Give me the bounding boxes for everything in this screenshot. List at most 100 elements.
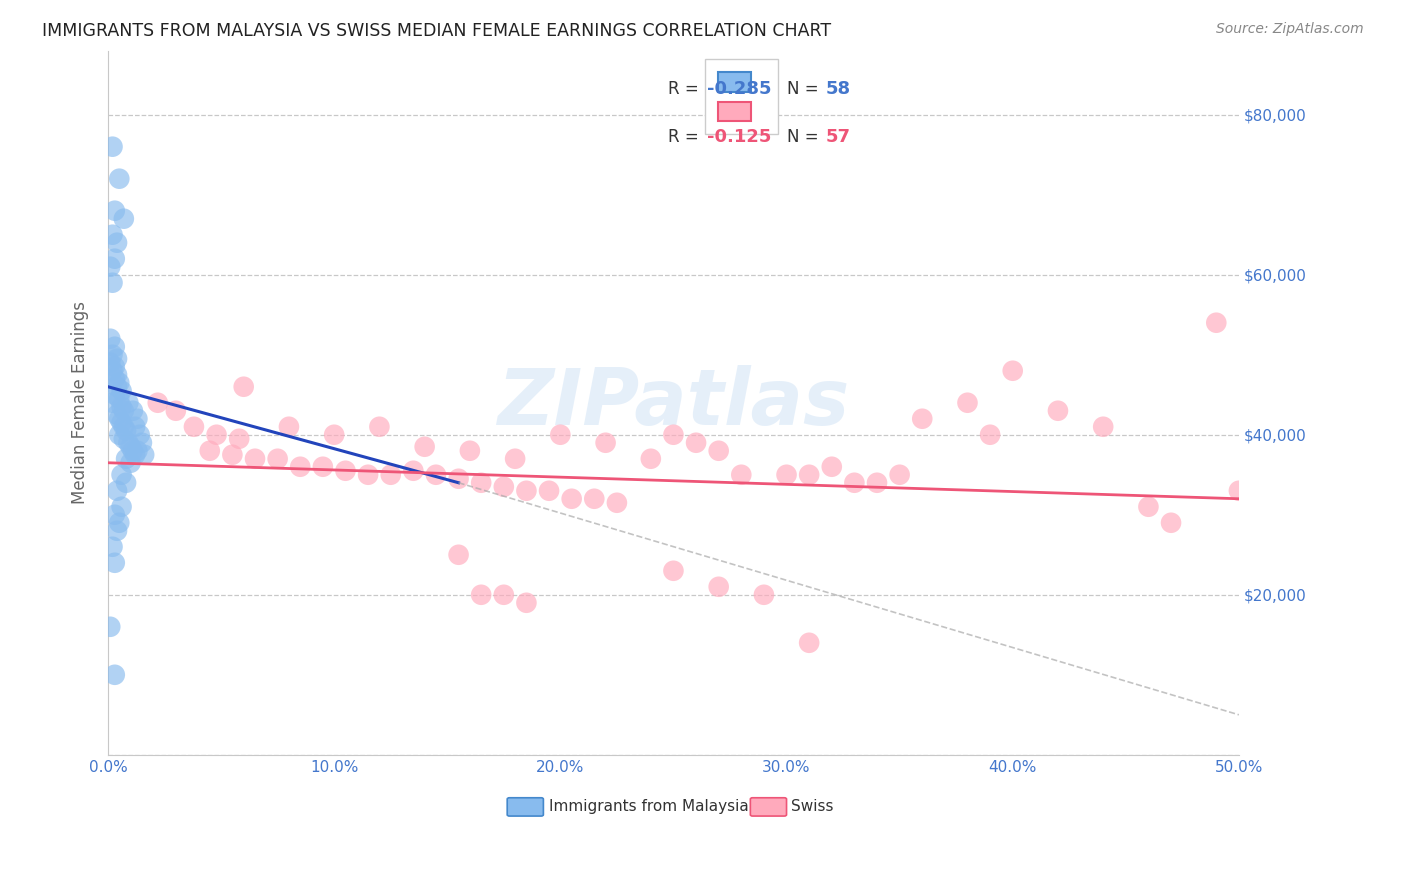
Point bbox=[821, 459, 844, 474]
Point bbox=[128, 427, 150, 442]
Point bbox=[866, 475, 889, 490]
Point bbox=[911, 411, 934, 425]
Point bbox=[775, 467, 797, 482]
Point bbox=[550, 427, 572, 442]
Point bbox=[492, 480, 515, 494]
Text: N =: N = bbox=[786, 128, 824, 146]
Point bbox=[112, 419, 135, 434]
Point bbox=[606, 496, 628, 510]
Point bbox=[131, 435, 153, 450]
FancyBboxPatch shape bbox=[508, 797, 543, 816]
Point bbox=[104, 203, 127, 218]
FancyBboxPatch shape bbox=[751, 797, 786, 816]
Point bbox=[561, 491, 583, 506]
Point bbox=[122, 443, 145, 458]
Point bbox=[458, 443, 481, 458]
Point bbox=[104, 667, 127, 681]
Point bbox=[101, 540, 124, 554]
Point bbox=[413, 440, 436, 454]
Point bbox=[112, 432, 135, 446]
Point bbox=[134, 448, 156, 462]
Text: Source: ZipAtlas.com: Source: ZipAtlas.com bbox=[1216, 22, 1364, 37]
Point bbox=[844, 475, 866, 490]
Point bbox=[105, 483, 128, 498]
Point bbox=[98, 356, 121, 370]
Point bbox=[357, 467, 380, 482]
Point bbox=[447, 472, 470, 486]
Point bbox=[105, 524, 128, 538]
Point bbox=[98, 332, 121, 346]
Text: R =: R = bbox=[668, 128, 704, 146]
Point bbox=[105, 408, 128, 422]
Point bbox=[115, 475, 138, 490]
Point bbox=[98, 260, 121, 274]
Point bbox=[243, 451, 266, 466]
Point bbox=[104, 252, 127, 266]
Point bbox=[110, 467, 132, 482]
Point bbox=[640, 451, 662, 466]
Point bbox=[1046, 403, 1069, 417]
Text: 57: 57 bbox=[827, 128, 851, 146]
Point bbox=[124, 448, 146, 462]
Point bbox=[105, 380, 128, 394]
Point bbox=[110, 416, 132, 430]
Point bbox=[183, 419, 205, 434]
Point bbox=[1160, 516, 1182, 530]
Point bbox=[127, 443, 149, 458]
Point bbox=[1001, 364, 1024, 378]
Point bbox=[108, 392, 131, 406]
Text: ZIPatlas: ZIPatlas bbox=[498, 365, 849, 441]
Point bbox=[104, 340, 127, 354]
Text: R =: R = bbox=[668, 80, 704, 98]
Point bbox=[122, 403, 145, 417]
Point bbox=[101, 348, 124, 362]
Point bbox=[146, 396, 169, 410]
Point bbox=[105, 235, 128, 250]
Point bbox=[232, 380, 254, 394]
Point bbox=[685, 435, 707, 450]
Text: 58: 58 bbox=[827, 80, 851, 98]
Point bbox=[117, 435, 139, 450]
Point bbox=[1137, 500, 1160, 514]
Point bbox=[101, 227, 124, 242]
Point bbox=[402, 464, 425, 478]
Point bbox=[104, 359, 127, 374]
Point bbox=[583, 491, 606, 506]
Text: Swiss: Swiss bbox=[792, 799, 834, 814]
Point bbox=[205, 427, 228, 442]
Point bbox=[889, 467, 911, 482]
Point bbox=[595, 435, 617, 450]
Point bbox=[221, 448, 243, 462]
Point bbox=[228, 432, 250, 446]
Point bbox=[112, 211, 135, 226]
Point bbox=[105, 351, 128, 366]
Point bbox=[470, 588, 492, 602]
Point bbox=[492, 588, 515, 602]
Point bbox=[368, 419, 391, 434]
Point bbox=[1092, 419, 1115, 434]
Legend: , : , bbox=[704, 59, 778, 134]
Point bbox=[323, 427, 346, 442]
Text: IMMIGRANTS FROM MALAYSIA VS SWISS MEDIAN FEMALE EARNINGS CORRELATION CHART: IMMIGRANTS FROM MALAYSIA VS SWISS MEDIAN… bbox=[42, 22, 831, 40]
Point bbox=[104, 388, 127, 402]
Point bbox=[108, 516, 131, 530]
Point bbox=[730, 467, 752, 482]
Point bbox=[799, 467, 821, 482]
Point bbox=[101, 364, 124, 378]
Point bbox=[101, 276, 124, 290]
Point bbox=[447, 548, 470, 562]
Point bbox=[503, 451, 526, 466]
Point bbox=[120, 440, 142, 454]
Point bbox=[799, 636, 821, 650]
Point bbox=[266, 451, 288, 466]
Point bbox=[290, 459, 312, 474]
Point bbox=[380, 467, 402, 482]
Point bbox=[198, 443, 221, 458]
Point bbox=[124, 419, 146, 434]
Point bbox=[108, 376, 131, 390]
Point bbox=[470, 475, 492, 490]
Point bbox=[278, 419, 301, 434]
Text: N =: N = bbox=[786, 80, 824, 98]
Point bbox=[662, 564, 685, 578]
Point bbox=[956, 396, 979, 410]
